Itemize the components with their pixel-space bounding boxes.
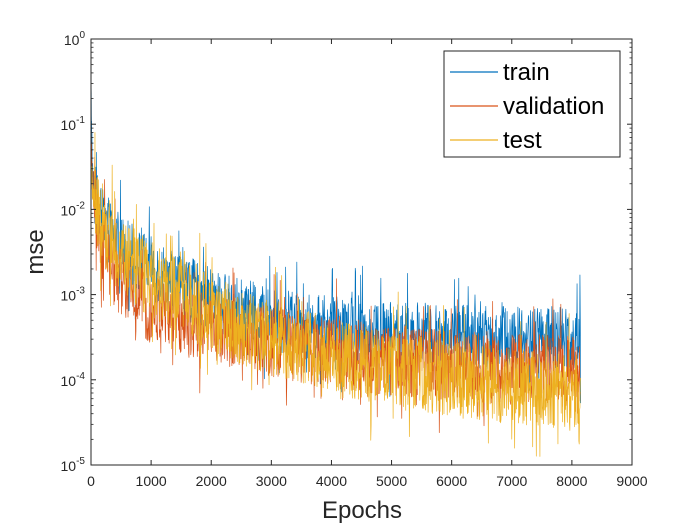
x-tick-label: 5000	[376, 473, 407, 489]
y-axis: 10-5 10-4 10-3 10-2 10-1 100	[61, 30, 632, 474]
x-axis-label: Epochs	[322, 497, 402, 524]
x-tick-label: 2000	[196, 473, 227, 489]
y-tick-label: 10-2	[61, 200, 86, 218]
legend-box	[443, 50, 621, 158]
x-tick-label: 8000	[556, 473, 587, 489]
series-line-test	[91, 132, 582, 457]
y-tick-label: 10-1	[61, 115, 86, 133]
x-tick-label: 6000	[436, 473, 467, 489]
x-tick-label: 0	[87, 473, 95, 489]
series-line-validation	[91, 129, 581, 433]
legend-label-train: train	[503, 59, 550, 86]
plot-frame	[90, 38, 633, 466]
x-tick-label: 9000	[616, 473, 647, 489]
x-tick-label: 7000	[496, 473, 527, 489]
y-tick-label: 10-4	[61, 371, 86, 389]
series-layer	[91, 77, 582, 457]
legend: train validation test	[443, 50, 621, 158]
x-tick-label: 1000	[136, 473, 167, 489]
x-tick-label: 4000	[316, 473, 347, 489]
y-tick-label: 100	[64, 30, 86, 48]
y-tick-label: 10-5	[61, 456, 86, 474]
y-tick-label: 10-3	[61, 286, 86, 304]
y-axis-label: mse	[22, 229, 49, 274]
legend-label-validation: validation	[503, 93, 604, 120]
x-axis: 0 1000 2000 3000 4000 5000 6000 7000 8000 9000	[87, 39, 648, 489]
x-tick-label: 3000	[256, 473, 287, 489]
legend-label-test: test	[503, 127, 542, 154]
